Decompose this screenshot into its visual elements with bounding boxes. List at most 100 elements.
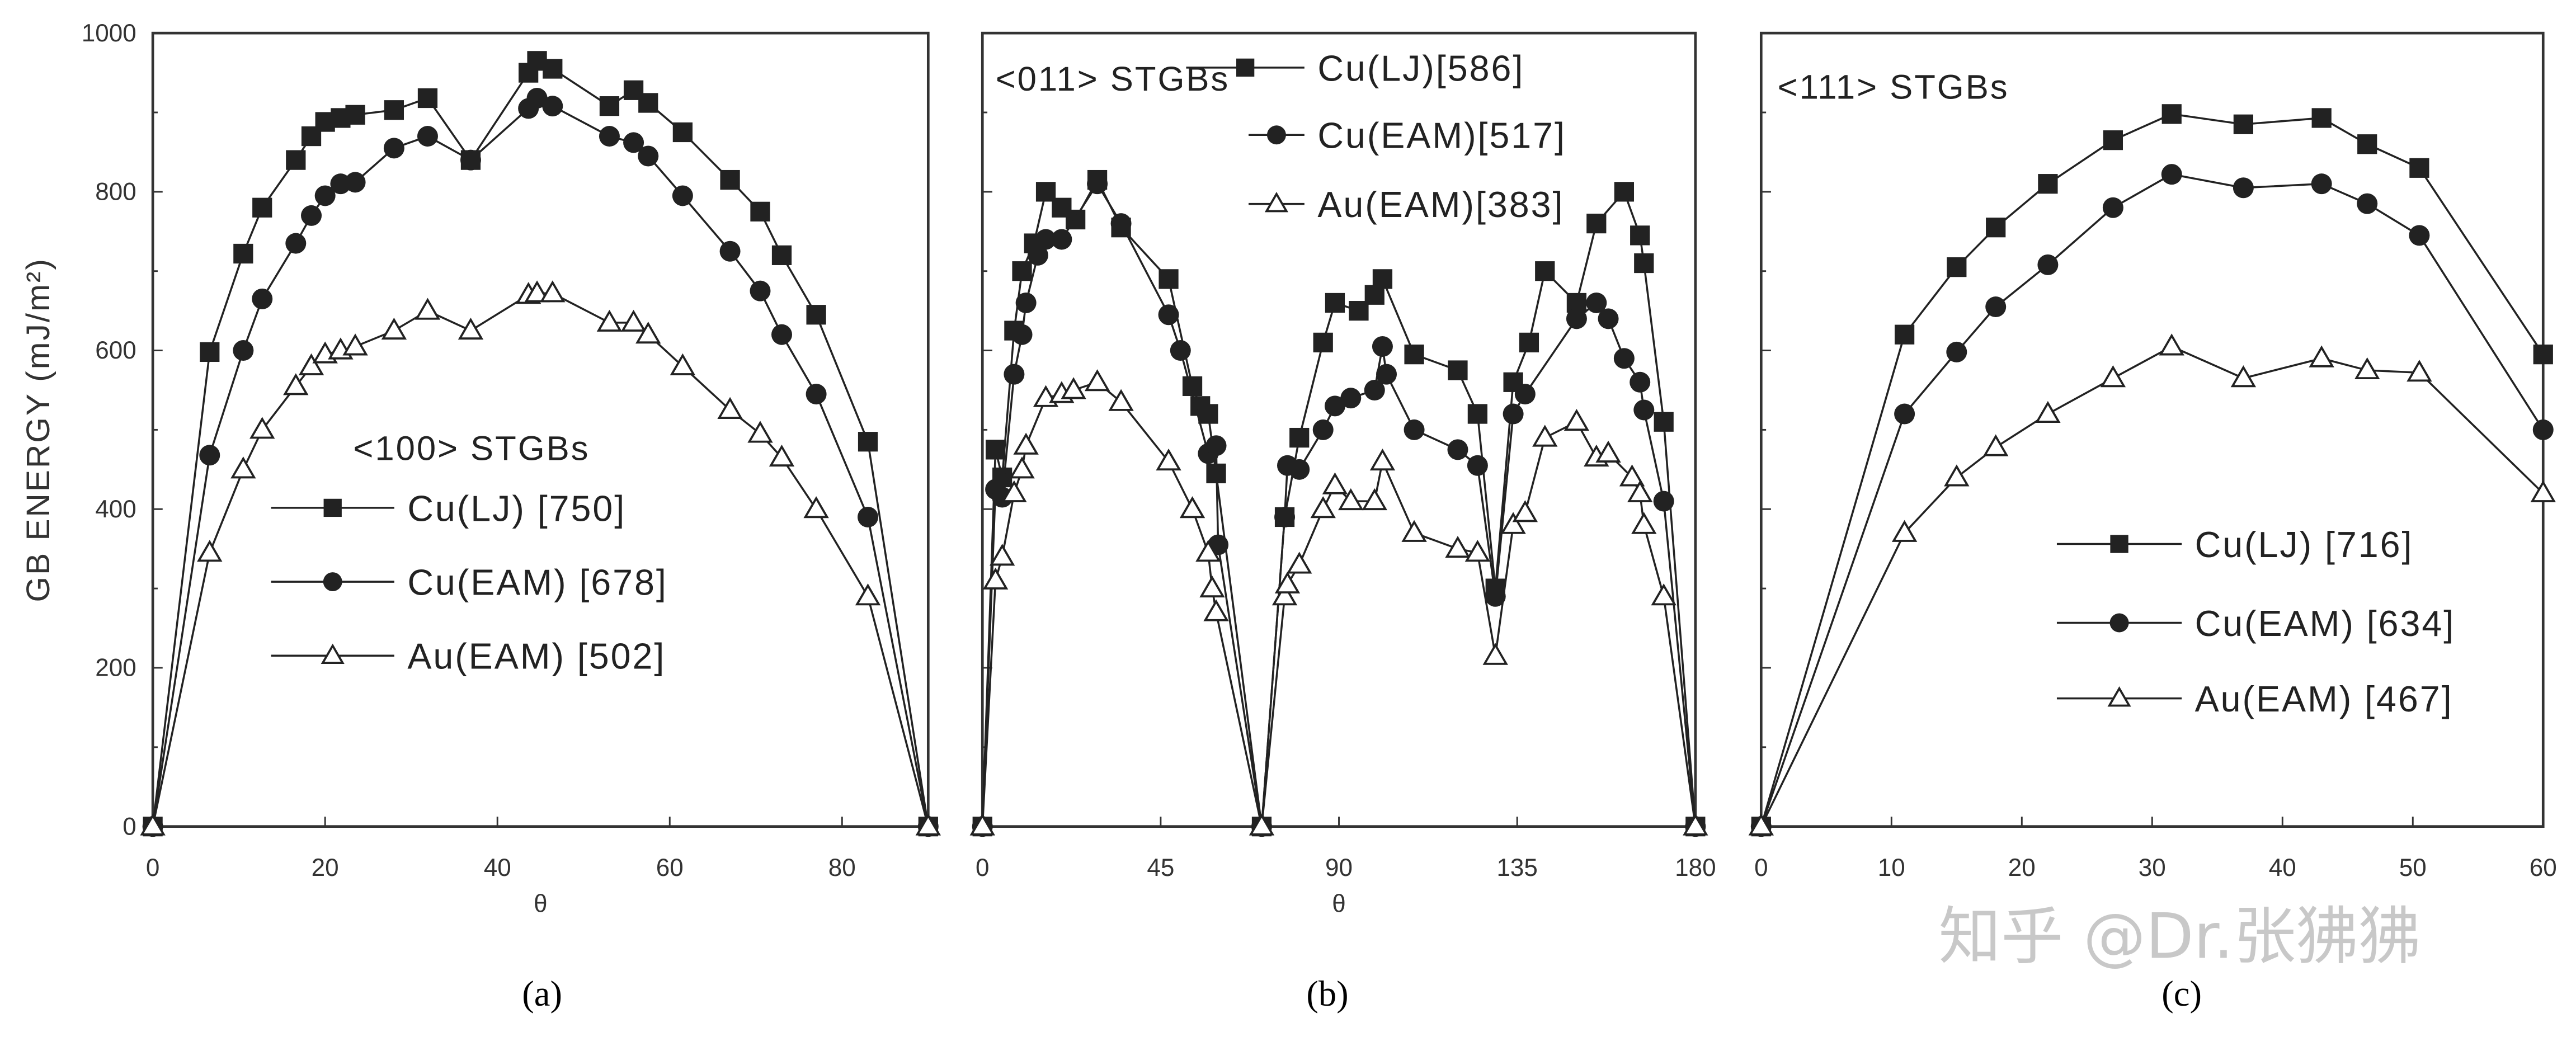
data-point-triangle bbox=[2230, 365, 2257, 388]
data-point-triangle bbox=[969, 813, 995, 836]
data-point-circle bbox=[1633, 399, 1655, 421]
data-point-triangle bbox=[415, 298, 441, 320]
x-axis-label: θ bbox=[1332, 890, 1346, 917]
data-point-circle bbox=[1004, 364, 1025, 385]
data-point-triangle bbox=[670, 353, 696, 375]
legend-label: Au(EAM)[383] bbox=[1317, 185, 1564, 225]
data-point-square bbox=[543, 59, 563, 79]
data-point-triangle bbox=[298, 353, 324, 375]
data-point-triangle bbox=[1013, 432, 1039, 455]
data-point-square bbox=[1519, 332, 1539, 352]
data-point-triangle bbox=[769, 444, 795, 467]
legend-label: Cu(LJ) [750] bbox=[407, 488, 626, 529]
data-point-square bbox=[1614, 182, 1635, 202]
data-point-square bbox=[1630, 225, 1650, 246]
data-point-triangle bbox=[1179, 496, 1205, 518]
data-point-triangle bbox=[620, 309, 647, 332]
data-point-circle bbox=[1653, 491, 1674, 512]
data-point-circle bbox=[1985, 296, 2007, 318]
data-point-triangle bbox=[381, 317, 407, 340]
data-point-circle bbox=[252, 288, 273, 309]
legend-label: Cu(EAM) [634] bbox=[2195, 604, 2455, 644]
data-point-circle bbox=[719, 241, 741, 262]
data-point-triangle bbox=[2354, 357, 2380, 380]
data-point-circle bbox=[1205, 435, 1227, 456]
data-point-square bbox=[1159, 269, 1179, 289]
data-point-circle bbox=[1015, 292, 1037, 313]
data-point-triangle bbox=[1512, 500, 1538, 522]
y-tick-label: 800 bbox=[95, 178, 136, 206]
data-point-triangle bbox=[717, 397, 743, 419]
data-point-square bbox=[858, 432, 878, 452]
data-point-square bbox=[2533, 345, 2553, 365]
data-point-triangle bbox=[1891, 520, 1918, 542]
series-cu-eam bbox=[972, 173, 1706, 837]
data-point-square bbox=[638, 93, 658, 113]
legend-label: Au(EAM) [467] bbox=[2195, 679, 2453, 719]
data-point-square bbox=[672, 122, 693, 143]
data-point-circle bbox=[383, 138, 404, 159]
x-tick-label: 0 bbox=[1754, 854, 1768, 882]
x-tick-label: 0 bbox=[976, 854, 989, 882]
series-cu-eam bbox=[142, 87, 939, 837]
data-point-square bbox=[200, 342, 220, 362]
data-point-square bbox=[1372, 269, 1393, 289]
legend-marker-triangle bbox=[321, 643, 345, 664]
series-line bbox=[981, 177, 1697, 827]
data-point-triangle bbox=[197, 540, 223, 562]
data-point-circle bbox=[1158, 304, 1179, 326]
data-point-triangle bbox=[1595, 440, 1621, 463]
data-point-triangle bbox=[524, 280, 550, 303]
data-point-circle bbox=[2357, 193, 2378, 214]
data-point-square bbox=[417, 88, 438, 109]
data-point-triangle bbox=[1061, 377, 1086, 399]
data-point-circle bbox=[623, 132, 644, 153]
data-point-triangle bbox=[1009, 456, 1035, 479]
data-point-circle bbox=[1170, 340, 1191, 361]
data-point-circle bbox=[345, 172, 366, 193]
data-point-square bbox=[252, 197, 272, 218]
data-point-circle bbox=[1051, 229, 1072, 250]
x-tick-label: 60 bbox=[2530, 854, 2557, 882]
x-tick-label: 30 bbox=[2139, 854, 2166, 882]
data-point-triangle bbox=[540, 280, 566, 303]
plot-frame bbox=[151, 31, 930, 828]
data-point-square bbox=[233, 243, 253, 264]
data-point-triangle bbox=[1001, 480, 1027, 502]
data-point-circle bbox=[1027, 244, 1048, 266]
data-point-triangle bbox=[1338, 488, 1364, 511]
data-point-circle bbox=[1566, 308, 1587, 329]
chart-panel-b: 0 45 90 135 180 θ <011> STGBs Cu(LJ)[586] Cu(EAM… bbox=[969, 31, 1716, 1014]
data-point-circle bbox=[1035, 229, 1057, 250]
data-point-triangle bbox=[1156, 448, 1181, 471]
data-point-triangle bbox=[1310, 496, 1336, 518]
data-point-triangle bbox=[1500, 512, 1526, 534]
series-cu-lj bbox=[972, 169, 1706, 837]
series-au-eam bbox=[140, 280, 941, 836]
series-line bbox=[152, 292, 930, 827]
data-point-square bbox=[1634, 253, 1654, 274]
data-point-circle bbox=[1087, 173, 1108, 195]
data-point-triangle bbox=[1271, 583, 1298, 606]
data-point-triangle bbox=[1249, 813, 1275, 836]
x-tick-label: 90 bbox=[1325, 854, 1353, 882]
legend-marker-square bbox=[2110, 535, 2128, 553]
legend-marker-square bbox=[323, 498, 342, 517]
legend: Cu(LJ) [750] Cu(EAM) [678] Au(EAM) [502] bbox=[271, 488, 666, 677]
data-point-triangle bbox=[1464, 540, 1491, 562]
data-point-triangle bbox=[1651, 583, 1676, 606]
data-point-circle bbox=[1110, 213, 1132, 234]
data-point-triangle bbox=[1362, 488, 1387, 511]
legend-marker-circle bbox=[1266, 125, 1286, 145]
data-point-circle bbox=[2532, 419, 2554, 440]
data-point-circle bbox=[542, 96, 563, 117]
data-point-circle bbox=[1613, 348, 1635, 369]
data-point-triangle bbox=[1532, 425, 1558, 447]
data-point-triangle bbox=[1195, 540, 1221, 562]
series-cu-lj bbox=[1751, 104, 2553, 837]
data-point-triangle bbox=[1944, 464, 1970, 487]
legend-label: Cu(LJ) [716] bbox=[2195, 525, 2414, 565]
data-point-triangle bbox=[1748, 813, 1774, 836]
x-tick-label: 40 bbox=[484, 854, 511, 882]
